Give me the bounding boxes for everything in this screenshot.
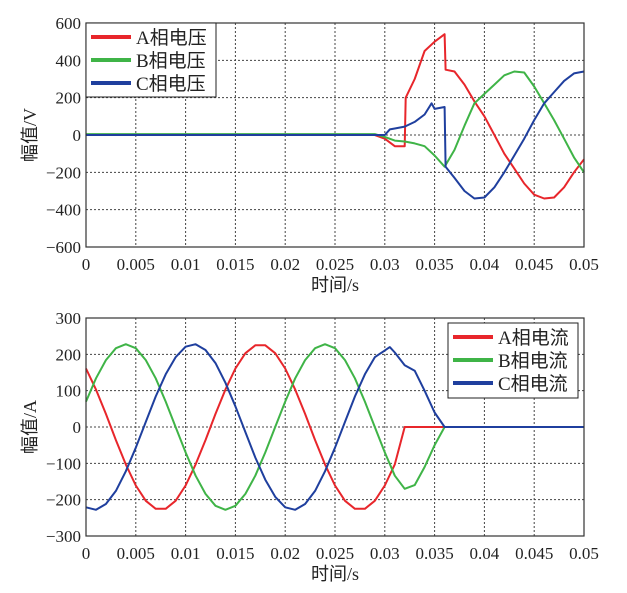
x-tick-label: 0.025 [316,255,354,274]
y-tick-label: −200 [46,163,81,182]
y-axis-title: 幅值/A [20,400,40,454]
x-tick-label: 0.05 [569,255,599,274]
x-tick-label: 0.03 [370,255,400,274]
chart-1: 0 0.005 0.01 0.015 0.02 0.025 0.03 0.035 0.04 0.0… [20,14,599,295]
y-tick-label: −600 [46,238,81,257]
x-tick-label: 0 [82,544,91,563]
y-tick-label: 600 [56,14,82,33]
plot-frame [85,22,585,248]
legend-label: A相电压 [136,27,207,49]
x-tick-label: 0.02 [270,255,300,274]
x-tick-label: 0.035 [415,255,453,274]
x-tick-label: 0.025 [316,544,354,563]
x-axis-title: 时间/s [311,275,359,295]
x-tick-label: 0.04 [470,255,500,274]
y-tick-label: −300 [46,527,81,546]
y-axis-title: 幅值/V [20,108,40,162]
x-tick-label: 0.015 [216,544,254,563]
legend-label: B相电流 [498,350,568,372]
legend-label: B相电压 [136,50,206,72]
series-line-3 [86,70,585,200]
y-tick-label: 200 [56,89,82,108]
x-tick-label: 0.035 [415,544,453,563]
y-tick-label: 0 [73,126,82,145]
chart-2: 0 0.005 0.01 0.015 0.02 0.025 0.03 0.035 0.04 0.0… [20,309,599,584]
series-line-3 [85,343,584,511]
y-tick-label: −100 [46,454,81,473]
x-tick-label: 0.045 [515,544,553,563]
x-tick-label: 0.015 [216,255,254,274]
legend-label: C相电压 [136,73,206,95]
x-tick-label: 0.005 [117,544,155,563]
x-tick-label: 0.01 [171,544,201,563]
series-line-1 [86,33,585,200]
legend-label: A相电流 [498,327,569,349]
series-line-2 [85,343,446,511]
y-tick-label: 200 [56,345,82,364]
x-tick-label: 0.045 [515,255,553,274]
x-tick-label: 0.005 [117,255,155,274]
x-tick-label: 0.02 [270,544,300,563]
y-tick-label: 400 [56,51,82,70]
plot-frame [85,317,585,537]
y-tick-label: −400 [46,201,81,220]
x-tick-label: 0.01 [171,255,201,274]
x-axis-title: 时间/s [311,564,359,584]
x-tick-label: 0.03 [370,544,400,563]
series-line-2 [86,70,585,173]
y-tick-label: 0 [73,418,82,437]
y-tick-label: −200 [46,491,81,510]
y-tick-label: 300 [56,309,82,328]
series-line-1 [85,344,445,510]
x-tick-label: 0.04 [470,544,500,563]
x-tick-label: 0.05 [569,544,599,563]
legend-label: C相电流 [498,373,568,395]
x-tick-label: 0 [82,255,91,274]
y-tick-label: 100 [56,382,82,401]
